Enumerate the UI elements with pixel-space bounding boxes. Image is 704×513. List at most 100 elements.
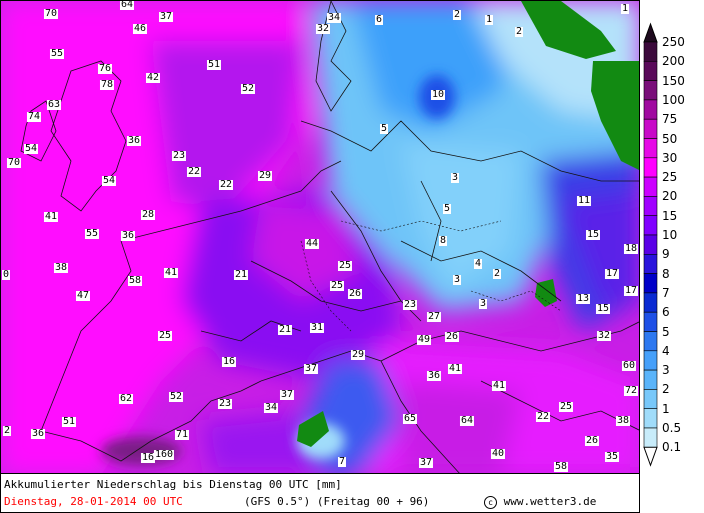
legend-tick-label: 3	[662, 363, 670, 378]
precip-value-label: 4	[473, 258, 483, 269]
precip-value-label: 34	[263, 402, 279, 413]
legend-tick-label: 25	[662, 170, 678, 185]
legend-colorbar	[643, 22, 658, 467]
legend-swatch	[643, 60, 658, 81]
precip-value-label: 3	[450, 172, 460, 183]
precip-value-label: 78	[99, 79, 115, 90]
precip-value-label: 36	[426, 370, 442, 381]
precip-value-label: 18	[623, 243, 639, 254]
legend-swatch	[643, 196, 658, 216]
precip-value-label: 26	[444, 331, 460, 342]
precip-value-label: 22	[186, 166, 202, 177]
precip-value-label: 76	[97, 63, 113, 74]
precip-value-label: 21	[277, 324, 293, 335]
legend-swatch	[643, 254, 658, 274]
precip-value-label: 16	[140, 452, 156, 463]
precip-value-label: 1	[620, 3, 630, 14]
precip-value-label: 32	[596, 330, 612, 341]
precip-value-label: 64	[119, 0, 135, 10]
precip-value-label: 6	[374, 14, 384, 25]
map-title: Akkumulierter Niederschlag bis Dienstag …	[4, 478, 342, 491]
precipitation-map: 70 64 37 46 34 32 6 2 1 2 1 55 51 76 42 78 52 10 63 74 5 36 54…	[0, 0, 640, 474]
precip-value-label: 31	[309, 322, 325, 333]
legend-tick-label: 50	[662, 131, 678, 146]
legend-swatch	[643, 273, 658, 294]
precip-value-label: 58	[553, 461, 569, 472]
precip-value-label: 17	[623, 285, 639, 296]
precip-value-label: 49	[416, 334, 432, 345]
precipitation-legend	[640, 0, 704, 474]
precip-value-label: 52	[168, 391, 184, 402]
precip-value-label: 60	[621, 360, 637, 371]
precip-value-label: 40	[490, 448, 506, 459]
legend-tick-label: 6	[662, 305, 670, 320]
legend-tick-label: 10	[662, 228, 678, 242]
precip-value-label: 51	[206, 59, 222, 70]
precip-value-label: 3	[478, 298, 488, 309]
precip-value-label: 17	[604, 268, 620, 279]
legend-swatch	[643, 234, 658, 255]
legend-swatch	[643, 41, 658, 62]
precip-value-label: 62	[118, 393, 134, 404]
precip-value-label: 1	[484, 14, 494, 25]
legend-swatch	[643, 118, 658, 139]
precip-value-label: 27	[426, 311, 442, 322]
precip-value-label: 37	[158, 11, 174, 22]
precip-value-label: 36	[120, 230, 136, 241]
precip-value-label: 13	[575, 293, 591, 304]
precip-value-label: 42	[145, 72, 161, 83]
precip-value-label: 2	[452, 9, 462, 20]
legend-tick-label: 5	[662, 324, 670, 339]
precip-value-label: 55	[49, 48, 65, 59]
legend-swatch	[643, 350, 658, 371]
precip-value-label: 52	[240, 83, 256, 94]
precip-value-label: 15	[585, 229, 601, 240]
precip-value-label: 26	[347, 288, 363, 299]
precip-value-label: 5	[442, 203, 452, 214]
precip-value-label: 3	[452, 274, 462, 285]
precip-value-label: 0	[1, 269, 11, 280]
terrain-patch	[297, 411, 329, 447]
precip-value-label: 64	[459, 415, 475, 426]
precip-value-label: 23	[217, 398, 233, 409]
legend-tick-label: 15	[662, 208, 678, 223]
site-link[interactable]: www.wetter3.de	[503, 495, 597, 508]
precip-value-label: 54	[101, 175, 117, 186]
precip-value-label: 34	[326, 12, 342, 23]
site-credit: c www.wetter3.de	[484, 495, 596, 509]
precip-value-label: 41	[43, 211, 59, 222]
precip-value-label: 32	[315, 23, 331, 34]
legend-swatch	[643, 408, 658, 429]
legend-swatch	[643, 369, 658, 390]
precip-value-label: 38	[53, 262, 69, 273]
precip-value-label: 37	[303, 363, 319, 374]
precip-value-label: 72	[623, 385, 639, 396]
precip-value-label: 37	[279, 389, 295, 400]
precip-value-label: 7	[337, 456, 347, 467]
map-date: Dienstag, 28-01-2014 00 UTC	[4, 495, 183, 508]
legend-swatch	[643, 157, 658, 178]
precip-value-label: 2	[492, 268, 502, 279]
precip-value-label: 22	[218, 179, 234, 190]
precip-value-label: 25	[558, 401, 574, 412]
precip-value-label: 46	[132, 23, 148, 34]
precip-value-label: 8	[438, 235, 448, 246]
legend-tick-label: 200	[662, 54, 685, 69]
precip-value-label: 11	[576, 195, 592, 206]
legend-swatch	[643, 331, 658, 352]
legend-tick-label: 0.1	[662, 440, 682, 455]
legend-swatch	[643, 215, 658, 236]
precip-value-label: 26	[584, 435, 600, 446]
precip-value-label: 29	[350, 349, 366, 360]
legend-swatch	[643, 80, 658, 101]
precip-value-label: 70	[6, 157, 22, 168]
legend-tick-label: 20	[662, 189, 678, 204]
precip-value-label: 41	[447, 363, 463, 374]
legend-tick-label: 75	[662, 112, 678, 127]
precip-value-label: 44	[304, 238, 320, 249]
legend-bottom-arrow	[643, 446, 658, 467]
precip-value-label: 54	[23, 143, 39, 154]
precip-value-label: 160	[153, 449, 175, 460]
precip-value-label: 74	[26, 111, 42, 122]
legend-tick-label: 30	[662, 150, 678, 165]
